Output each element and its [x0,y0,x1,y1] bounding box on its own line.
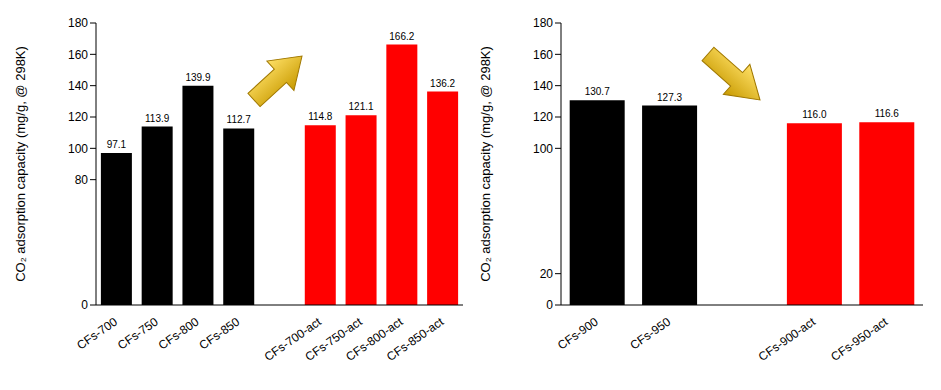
svg-text:160: 160 [68,48,88,62]
svg-text:CFs-800: CFs-800 [156,314,202,352]
svg-text:116.6: 116.6 [875,108,900,119]
svg-text:120: 120 [533,110,553,124]
svg-text:CFs-800-act: CFs-800-act [343,314,406,364]
svg-text:130.7: 130.7 [585,86,610,97]
svg-text:CFs-850-act: CFs-850-act [384,314,447,364]
svg-text:0: 0 [81,298,88,312]
svg-text:CFs-900: CFs-900 [555,314,601,352]
svg-text:100: 100 [68,142,88,156]
svg-text:CFs-950: CFs-950 [627,314,673,352]
svg-text:120: 120 [68,110,88,124]
svg-text:CFs-700: CFs-700 [74,314,120,352]
svg-text:113.9: 113.9 [145,113,170,124]
svg-text:CFs-700-act: CFs-700-act [261,314,324,364]
svg-text:140: 140 [533,79,553,93]
svg-text:CFs-750: CFs-750 [115,314,161,352]
svg-text:CFs-900-act: CFs-900-act [756,314,819,364]
svg-text:0: 0 [546,298,553,312]
svg-text:CO₂ adsorption capacity (mg/g,: CO₂ adsorption capacity (mg/g, @ 298K) [13,46,28,282]
svg-text:CFs-850: CFs-850 [197,314,243,352]
svg-text:139.9: 139.9 [185,72,210,83]
svg-text:CFs-950-act: CFs-950-act [828,314,891,364]
svg-text:97.1: 97.1 [107,139,127,150]
svg-text:180: 180 [533,16,553,30]
svg-text:121.1: 121.1 [349,101,374,112]
svg-text:116.0: 116.0 [802,109,827,120]
svg-text:114.8: 114.8 [308,111,333,122]
svg-text:CO₂ adsorption capacity (mg/g,: CO₂ adsorption capacity (mg/g, @ 298K) [478,46,493,282]
svg-text:80: 80 [75,173,89,187]
svg-text:166.2: 166.2 [389,31,414,42]
svg-text:127.3: 127.3 [657,92,682,103]
svg-text:136.2: 136.2 [430,78,455,89]
svg-text:180: 180 [68,16,88,30]
svg-text:140: 140 [68,79,88,93]
svg-text:112.7: 112.7 [227,114,252,125]
svg-text:CFs-750-act: CFs-750-act [302,314,365,364]
svg-text:160: 160 [533,48,553,62]
svg-text:100: 100 [533,142,553,156]
svg-text:20: 20 [540,267,554,281]
